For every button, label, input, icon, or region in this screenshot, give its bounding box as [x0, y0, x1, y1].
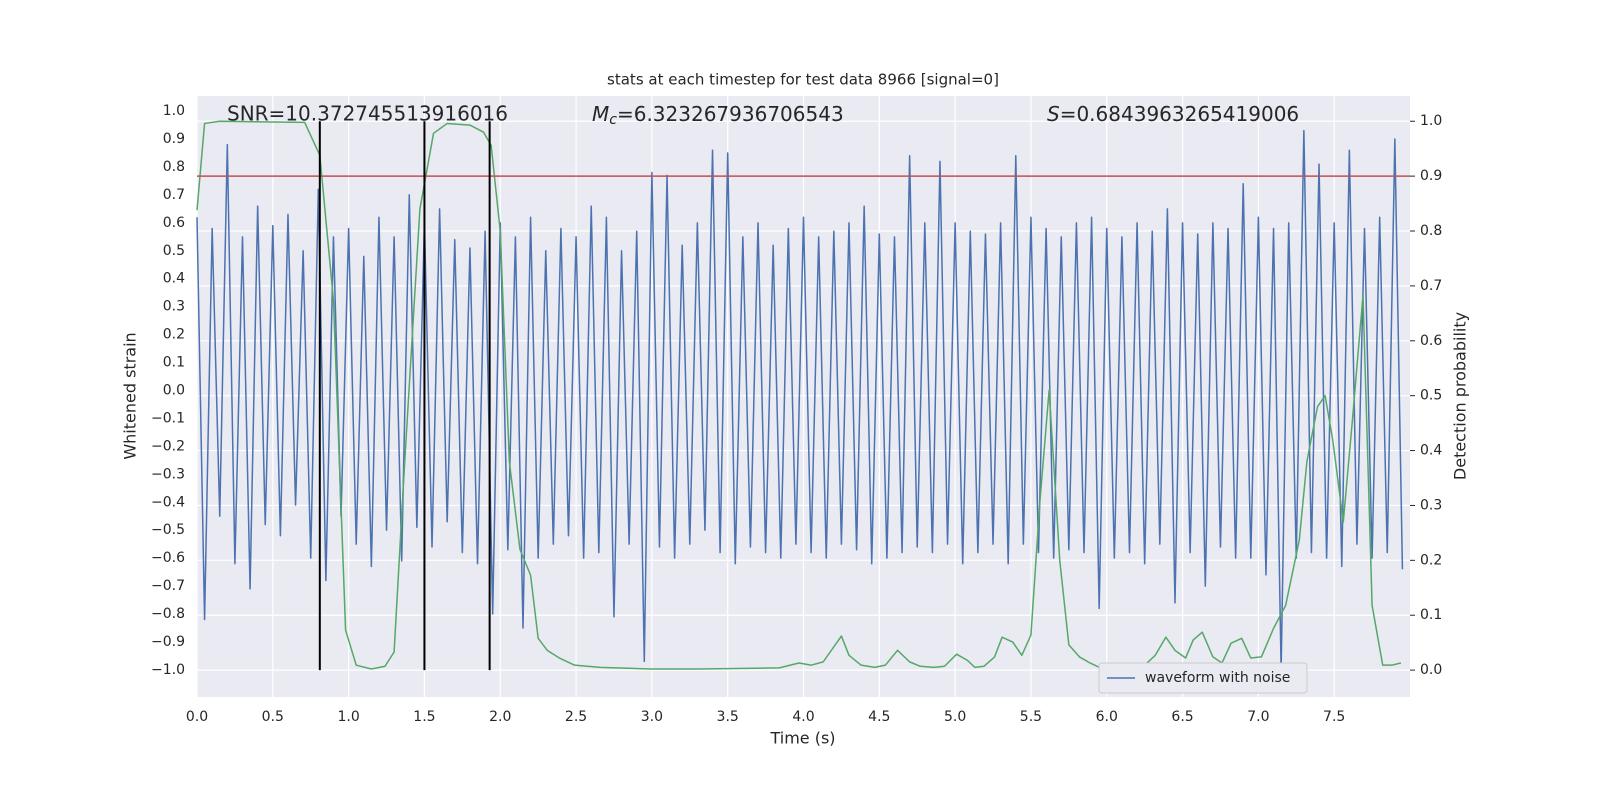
annotation: SNR=10.372745513916016	[227, 102, 508, 126]
x-tick-label: 2.5	[565, 709, 587, 725]
y-tick-label: 0.5	[163, 243, 185, 259]
y-tick-label: −0.2	[151, 438, 185, 454]
chart-title: stats at each timestep for test data 896…	[607, 71, 999, 89]
x-tick-label: 5.5	[1020, 709, 1042, 725]
x-tick-label: 6.0	[1096, 709, 1118, 725]
y2-axis-label: Detection probability	[1451, 312, 1470, 480]
annotation-symbol: S	[1047, 102, 1060, 126]
y2-tick-label: 0.7	[1420, 278, 1442, 294]
y-tick-label: −0.9	[151, 634, 185, 650]
x-tick-label: 7.0	[1247, 709, 1269, 725]
y-tick-label: −0.3	[151, 466, 185, 482]
series-line	[196, 129, 1404, 671]
series-line	[196, 120, 1402, 670]
x-tick-label: 4.5	[868, 709, 890, 725]
x-tick-label: 3.0	[641, 709, 663, 725]
y-tick-label: 0.8	[163, 159, 185, 175]
x-axis-label: Time (s)	[769, 729, 835, 748]
y-tick-label: 0.6	[163, 215, 185, 231]
x-tick-label: 3.5	[717, 709, 739, 725]
y2-tick-label: 0.3	[1420, 497, 1442, 513]
x-tick-label: 0.5	[262, 709, 284, 725]
legend-box	[1098, 662, 1308, 694]
y2-tick-label: 1.0	[1420, 113, 1442, 129]
y-tick-label: 0.2	[163, 327, 185, 343]
annotation-text: =6.323267936706543	[617, 102, 844, 126]
annotation: S=0.6843963265419006	[1047, 102, 1299, 126]
y-tick-label: 0.1	[163, 355, 185, 371]
x-tick-label: 2.0	[489, 709, 511, 725]
y2-tick-label: 0.0	[1420, 662, 1442, 678]
y-tick-label: 0.7	[163, 187, 185, 203]
annotation-subscript: c	[609, 112, 617, 128]
legend-label: waveform with noise	[1145, 670, 1290, 686]
x-tick-label: 0.0	[186, 709, 208, 725]
y-tick-label: −0.1	[151, 410, 185, 426]
y2-tick-label: 0.1	[1420, 607, 1442, 623]
annotation: Mc=6.323267936706543	[592, 102, 844, 129]
annotation-symbol: M	[592, 102, 609, 126]
y-tick-label: −0.7	[151, 578, 185, 594]
x-tick-label: 4.0	[792, 709, 814, 725]
annotation-text: =0.6843963265419006	[1060, 102, 1299, 126]
y2-tick-label: 0.6	[1420, 333, 1442, 349]
y2-tick-label: 0.9	[1420, 168, 1442, 184]
y2-tick-label: 0.8	[1420, 223, 1442, 239]
x-tick-label: 1.5	[413, 709, 435, 725]
y-tick-label: −0.6	[151, 550, 185, 566]
y-tick-label: 0.0	[163, 382, 185, 398]
y-tick-label: −0.4	[151, 494, 185, 510]
y2-tick-label: 0.4	[1420, 443, 1442, 459]
marks	[196, 120, 1410, 671]
y-tick-label: −1.0	[151, 662, 185, 678]
y-tick-label: 0.3	[163, 299, 185, 315]
x-tick-label: 6.5	[1171, 709, 1193, 725]
x-tick-label: 1.0	[337, 709, 359, 725]
y2-tick-label: 0.5	[1420, 388, 1442, 404]
y-tick-label: −0.5	[151, 522, 185, 538]
x-tick-label: 5.0	[944, 709, 966, 725]
legend: waveform with noise	[1098, 662, 1308, 694]
y-tick-label: 1.0	[163, 103, 185, 119]
y-tick-label: −0.8	[151, 606, 185, 622]
y-axis-label: Whitened strain	[121, 332, 140, 459]
y2-tick-label: 0.2	[1420, 552, 1442, 568]
y-tick-label: 0.9	[163, 131, 185, 147]
x-tick-label: 7.5	[1323, 709, 1345, 725]
y-tick-label: 0.4	[163, 271, 185, 287]
labels: 0.0 0.5 1.0 1.5 2.0 2.5 3.0 3.5 4.0 4.5 5.0 5.5 6.0 6…	[151, 103, 1442, 725]
